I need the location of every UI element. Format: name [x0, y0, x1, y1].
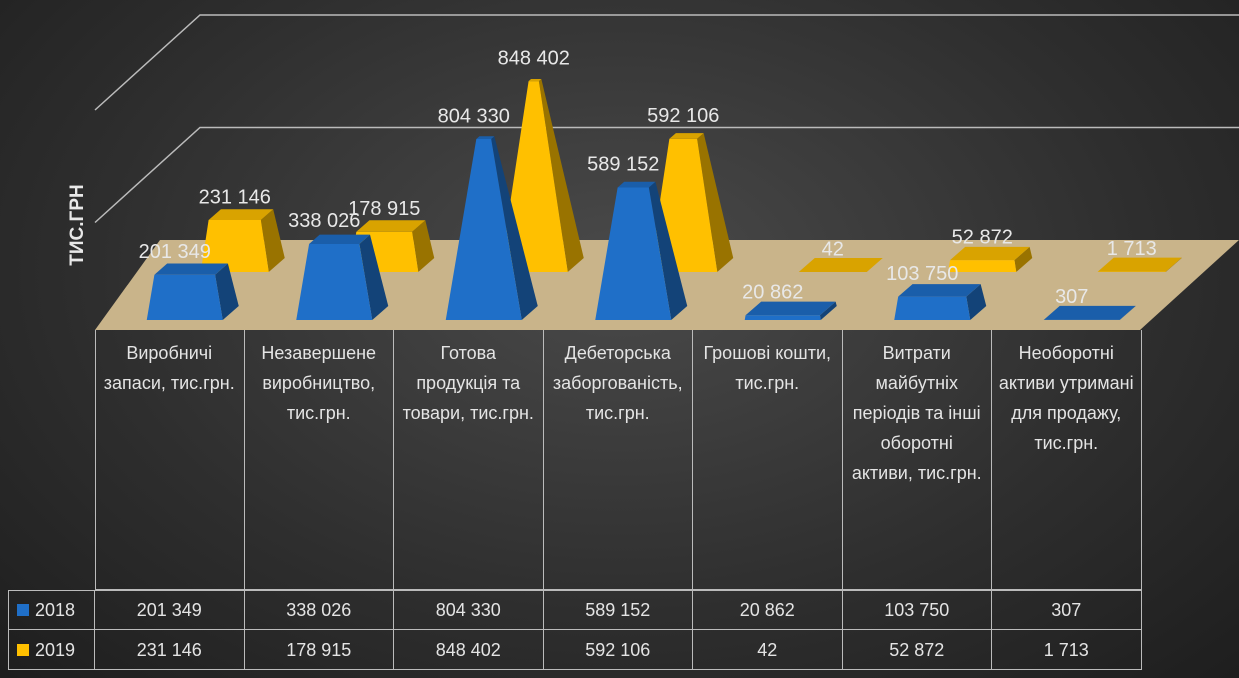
table-cell: 848 402: [394, 630, 544, 670]
data-label: 307: [1055, 286, 1088, 308]
pyramid-side: [697, 133, 734, 272]
pyramid-side: [866, 257, 883, 272]
data-label: 201 349: [139, 241, 211, 263]
pyramid-side: [819, 301, 837, 320]
legend-label: 2018: [35, 600, 76, 620]
grid-line: [94, 14, 1239, 111]
data-label: 848 402: [498, 47, 570, 69]
column-header: Дебеторська заборгованість, тис.грн.: [543, 330, 693, 590]
legend-swatch: [17, 604, 29, 616]
pyramid: [894, 284, 987, 320]
pyramid: [798, 257, 883, 272]
pyramid-side: [966, 284, 987, 320]
pyramid: [595, 181, 688, 320]
table-cell: 178 915: [244, 630, 394, 670]
table-cell: 592 106: [543, 630, 693, 670]
table-cell: 103 750: [842, 590, 992, 630]
pyramid-top: [309, 234, 370, 244]
pyramid-side: [359, 234, 389, 320]
pyramid-side: [1014, 246, 1033, 272]
pyramid: [1043, 305, 1136, 320]
pyramid-top: [617, 181, 656, 188]
table-cell: 338 026: [244, 590, 394, 630]
pyramid-side: [260, 209, 285, 272]
pyramid-top: [528, 78, 542, 82]
table-cell: 589 152: [543, 590, 693, 630]
table-cell: 804 330: [394, 590, 544, 630]
pyramid-front: [200, 219, 269, 272]
pyramid-top: [669, 133, 704, 139]
pyramid-side: [538, 78, 584, 272]
data-label: 52 872: [952, 226, 1013, 248]
table-cell: 201 349: [95, 590, 245, 630]
pyramid-front: [894, 296, 971, 320]
pyramid-top: [745, 301, 836, 316]
pyramid-top: [898, 284, 981, 297]
pyramid-side: [491, 136, 538, 320]
table-cell: 52 872: [842, 630, 992, 670]
pyramid-side: [1165, 257, 1182, 272]
pyramid: [296, 234, 389, 320]
table-cell: 231 146: [95, 630, 245, 670]
data-label: 804 330: [438, 105, 510, 127]
pyramid-top: [208, 209, 274, 220]
pyramid: [200, 209, 285, 272]
pyramid: [948, 246, 1033, 272]
column-header: Незавершене виробництво, тис.грн.: [244, 330, 394, 590]
pyramid-top: [154, 263, 228, 275]
table-cell: 42: [693, 630, 843, 670]
pyramid-top: [798, 257, 883, 272]
data-label: 338 026: [288, 210, 360, 232]
pyramid-front: [595, 187, 672, 320]
pyramid-top: [356, 220, 426, 232]
pyramid-front: [146, 274, 223, 320]
legend-label: 2019: [35, 639, 76, 660]
table-cell: 1 713: [992, 630, 1142, 670]
data-label: 20 862: [742, 282, 803, 304]
y-axis-label: ТИС.ГРН: [67, 184, 88, 265]
column-header: Грошові кошти, тис.грн.: [693, 330, 843, 590]
pyramid: [146, 263, 239, 320]
data-label: 1 713: [1107, 238, 1157, 260]
legend-entry: 2018: [8, 590, 95, 630]
data-label: 589 152: [587, 154, 659, 176]
data-label: 178 915: [348, 198, 420, 220]
pyramid-top: [476, 136, 495, 140]
pyramid-top: [1097, 257, 1182, 272]
data-label: 231 146: [199, 186, 271, 208]
pyramid-side: [215, 263, 239, 320]
pyramid: [445, 136, 538, 320]
pyramid: [1097, 257, 1182, 272]
column-header: Витрати майбутніх періодів та інші оборо…: [842, 330, 992, 590]
header-edge: [95, 330, 96, 590]
column-header: Необоротні активи утримані для продажу, …: [992, 330, 1142, 590]
data-label: 42: [822, 238, 844, 260]
legend-swatch: [17, 643, 29, 656]
pyramid-top: [950, 246, 1030, 261]
table-cell: 307: [992, 590, 1142, 630]
pyramid-front: [296, 243, 373, 320]
pyramid-front: [744, 315, 821, 320]
pyramid-side: [412, 220, 435, 272]
grid-line: [94, 126, 1239, 224]
pyramid-top: [1043, 305, 1136, 320]
column-header: Готова продукція та товари, тис.грн.: [394, 330, 544, 590]
table-cell: 20 862: [693, 590, 843, 630]
data-label: 103 750: [886, 263, 958, 285]
pyramid-front: [445, 139, 522, 320]
pyramid-side: [1119, 305, 1136, 320]
legend-entry: 2019: [8, 630, 95, 670]
pyramid-side: [648, 181, 688, 320]
pyramid-front: [948, 260, 1017, 272]
pyramid: [744, 301, 837, 320]
data-label: 592 106: [647, 105, 719, 127]
column-header: Виробничі запаси, тис.грн.: [95, 330, 245, 590]
